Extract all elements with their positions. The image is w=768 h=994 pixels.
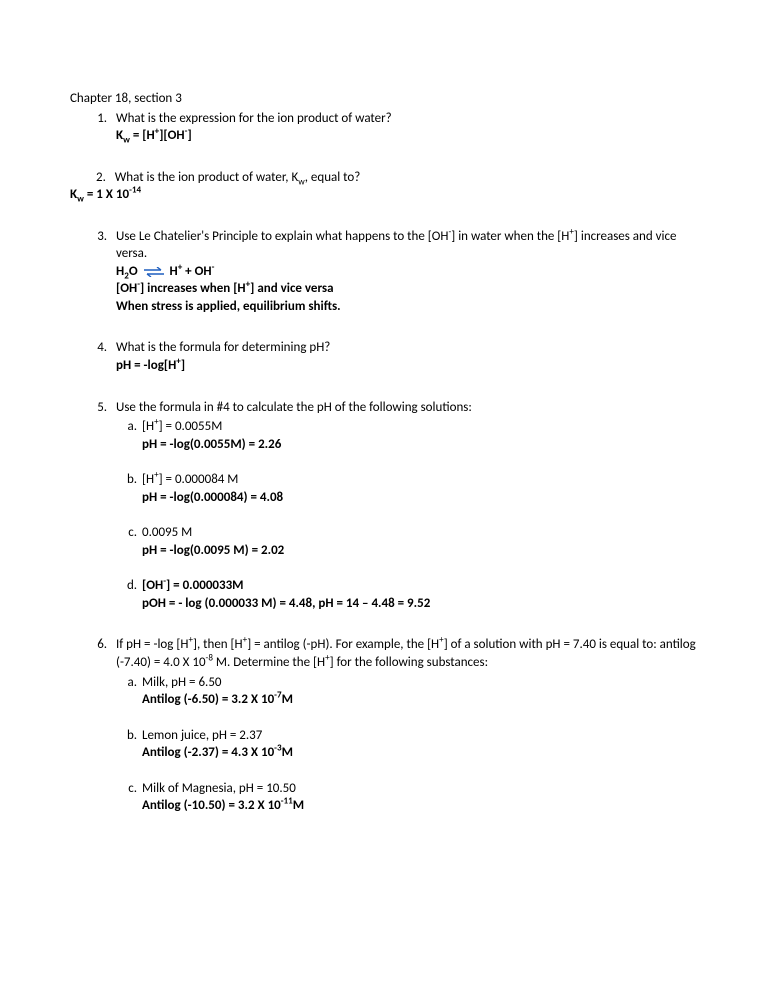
q6-t5: M. Determine the [H <box>213 655 325 670</box>
q1-answer: Kw = [H+][OH-] <box>116 128 192 143</box>
equilibrium-arrow-icon <box>143 267 165 277</box>
document-page: Chapter 18, section 3 What is the expres… <box>0 0 768 889</box>
q5b-post: ] = 0.000084 M <box>159 472 239 487</box>
q6a-post: M <box>282 692 293 707</box>
q3-ans1: [OH-] increases when [H+] and vice versa <box>116 281 334 296</box>
q6a-pre: Antilog (-6.50) = 3.2 X 10 <box>142 692 274 707</box>
q2-val: = 1 X 10 <box>84 187 129 202</box>
oh-bracket: ][OH <box>159 128 184 143</box>
q6b-q: Lemon juice, pH = 2.37 <box>142 728 262 743</box>
q5d-q: [OH-] = 0.000033M <box>142 578 244 593</box>
q3-oh: + OH <box>182 264 211 279</box>
chapter-title: Chapter 18, section 3 <box>70 90 698 108</box>
q6c-post: M <box>293 798 304 813</box>
q3a-pre: [OH <box>116 281 137 296</box>
q6-text: If pH = -log [H+], then [H+] = antilog (… <box>116 637 696 670</box>
q6b-pre: Antilog (-2.37) = 4.3 X 10 <box>142 745 274 760</box>
q5d: [OH-] = 0.000033M pOH = - log (0.000033 … <box>140 577 698 612</box>
q3-h2: H <box>167 264 178 279</box>
q3-text: Use Le Chatelier's Principle to explain … <box>116 229 676 262</box>
q3-o: O <box>129 264 141 279</box>
q6b-post: M <box>282 745 293 760</box>
q4-pre: pH = -log[H <box>116 358 176 373</box>
q3-minus: - <box>212 262 215 273</box>
q5c: 0.0095 M pH = -log(0.0095 M) = 2.02 <box>140 524 698 559</box>
q4-answer: pH = -log[H+] <box>116 358 185 373</box>
close-bracket: ] <box>187 128 191 143</box>
q1-text: What is the expression for the ion produ… <box>116 111 392 126</box>
q6-t1: If pH = -log [H <box>116 637 188 652</box>
question-6: If pH = -log [H+], then [H+] = antilog (… <box>110 636 698 814</box>
q2-answer: Kw = 1 X 10-14 <box>70 186 698 204</box>
q3-ans2: When stress is applied, equilibrium shif… <box>116 299 341 314</box>
q6c-s: -11 <box>281 796 293 807</box>
question-3: Use Le Chatelier's Principle to explain … <box>110 228 698 316</box>
q2-text-post: , equal to? <box>305 170 361 185</box>
q3-pre: Use Le Chatelier's Principle to explain … <box>116 229 448 244</box>
q5a-post: ] = 0.0055M <box>159 419 223 434</box>
q5d-ans: pOH = - log (0.000033 M) = 4.48, pH = 14… <box>142 596 430 611</box>
q6b-ans: Antilog (-2.37) = 4.3 X 10-3M <box>142 745 293 760</box>
q6a-s: -7 <box>274 690 281 701</box>
q5d-pre: [OH <box>142 578 163 593</box>
q6-t2: ], then [H <box>193 637 243 652</box>
q5a-ans: pH = -log(0.0055M) = 2.26 <box>142 437 281 452</box>
q5d-post: ] = 0.000033M <box>166 578 244 593</box>
q6-sublist: Milk, pH = 6.50 Antilog (-6.50) = 3.2 X … <box>116 674 698 815</box>
q5-text: Use the formula in #4 to calculate the p… <box>116 400 472 415</box>
q5b-pre: [H <box>142 472 154 487</box>
q3a-post: ] and vice versa <box>250 281 333 296</box>
question-5: Use the formula in #4 to calculate the p… <box>110 399 698 613</box>
q5c-q: 0.0095 M <box>142 525 192 540</box>
kw-eq: = [H <box>130 128 155 143</box>
q4-text: What is the formula for determining pH? <box>116 340 330 355</box>
q6-t6: ] for the following substances: <box>330 655 488 670</box>
q6a-ans: Antilog (-6.50) = 3.2 X 10-7M <box>142 692 293 707</box>
q3-h: H <box>116 264 124 279</box>
q2-text-pre: What is the ion product of water, K <box>115 170 299 185</box>
q2-ans-sub: w <box>77 194 84 205</box>
q6b: Lemon juice, pH = 2.37 Antilog (-2.37) =… <box>140 727 698 762</box>
q3-equation: H2O H+ + OH- <box>116 264 214 279</box>
q3-mid: ] in water when the [H <box>451 229 569 244</box>
q6c-q: Milk of Magnesia, pH = 10.50 <box>142 781 296 796</box>
q5b-ans: pH = -log(0.000084) = 4.08 <box>142 490 283 505</box>
q4-post: ] <box>181 358 185 373</box>
kw-sub: w <box>123 135 130 146</box>
q5-sublist: [H+] = 0.0055M pH = -log(0.0055M) = 2.26… <box>116 418 698 612</box>
q2-exp: -14 <box>129 185 141 196</box>
q6c-pre: Antilog (-10.50) = 3.2 X 10 <box>142 798 281 813</box>
q5a-pre: [H <box>142 419 154 434</box>
q6-t3: ] = antilog (-pH). For example, the [H <box>247 637 439 652</box>
q2-num: 2. <box>96 170 115 185</box>
question-2: 2. What is the ion product of water, K w,… <box>70 169 698 204</box>
q6a: Milk, pH = 6.50 Antilog (-6.50) = 3.2 X … <box>140 674 698 709</box>
q6b-s: -3 <box>274 743 281 754</box>
q6-s4: -8 <box>206 653 213 664</box>
q6c-ans: Antilog (-10.50) = 3.2 X 10-11M <box>142 798 304 813</box>
question-list: What is the expression for the ion produ… <box>70 110 698 815</box>
q6c: Milk of Magnesia, pH = 10.50 Antilog (-1… <box>140 780 698 815</box>
q3a-mid: ] increases when [H <box>140 281 246 296</box>
q5b: [H+] = 0.000084 M pH = -log(0.000084) = … <box>140 471 698 506</box>
q5a: [H+] = 0.0055M pH = -log(0.0055M) = 2.26 <box>140 418 698 453</box>
q5c-ans: pH = -log(0.0095 M) = 2.02 <box>142 543 284 558</box>
question-4: What is the formula for determining pH? … <box>110 339 698 374</box>
q6a-q: Milk, pH = 6.50 <box>142 675 222 690</box>
question-1: What is the expression for the ion produ… <box>110 110 698 145</box>
